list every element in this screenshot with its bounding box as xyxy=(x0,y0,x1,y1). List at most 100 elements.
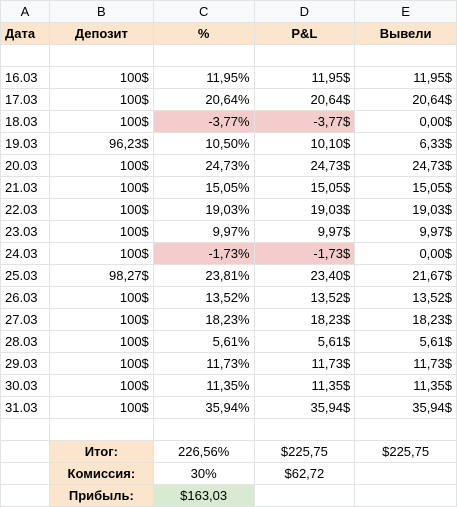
cell-withdrawn[interactable]: 5,61$ xyxy=(354,330,457,353)
cell-withdrawn[interactable]: 11,95$ xyxy=(354,66,457,89)
cell-deposit[interactable]: 100$ xyxy=(48,242,154,265)
column-header-b[interactable]: B xyxy=(48,0,154,23)
cell-date[interactable]: 25.03 xyxy=(0,264,50,287)
cell-deposit[interactable]: 100$ xyxy=(48,286,154,309)
column-header-d[interactable]: D xyxy=(253,0,356,23)
commission-percent[interactable]: 30% xyxy=(152,462,255,485)
cell-deposit[interactable]: 100$ xyxy=(48,198,154,221)
cell-pnl[interactable]: 9,97$ xyxy=(253,220,356,243)
cell-withdrawn[interactable]: 13,52$ xyxy=(354,286,457,309)
cell-date[interactable]: 29.03 xyxy=(0,352,50,375)
cell-pnl[interactable]: 11,73$ xyxy=(253,352,356,375)
header-deposit[interactable]: Депозит xyxy=(48,22,154,45)
empty-cell[interactable] xyxy=(0,484,50,507)
cell-date[interactable]: 28.03 xyxy=(0,330,50,353)
empty-cell[interactable] xyxy=(354,44,457,67)
empty-cell[interactable] xyxy=(354,484,457,507)
empty-cell[interactable] xyxy=(354,418,457,441)
cell-deposit[interactable]: 98,27$ xyxy=(48,264,154,287)
cell-pnl[interactable]: 18,23$ xyxy=(253,308,356,331)
cell-withdrawn[interactable]: 20,64$ xyxy=(354,88,457,111)
cell-withdrawn[interactable]: 11,73$ xyxy=(354,352,457,375)
total-withdrawn[interactable]: $225,75 xyxy=(354,440,457,463)
cell-withdrawn[interactable]: 24,73$ xyxy=(354,154,457,177)
cell-pnl[interactable]: 19,03$ xyxy=(253,198,356,221)
cell-date[interactable]: 19.03 xyxy=(0,132,50,155)
empty-cell[interactable] xyxy=(0,462,50,485)
cell-percent[interactable]: 19,03% xyxy=(152,198,255,221)
cell-pnl[interactable]: 10,10$ xyxy=(253,132,356,155)
cell-deposit[interactable]: 100$ xyxy=(48,110,154,133)
cell-deposit[interactable]: 96,23$ xyxy=(48,132,154,155)
cell-withdrawn[interactable]: 21,67$ xyxy=(354,264,457,287)
empty-cell[interactable] xyxy=(253,44,356,67)
empty-cell[interactable] xyxy=(354,462,457,485)
cell-percent[interactable]: 9,97% xyxy=(152,220,255,243)
cell-deposit[interactable]: 100$ xyxy=(48,176,154,199)
cell-date[interactable]: 20.03 xyxy=(0,154,50,177)
cell-date[interactable]: 30.03 xyxy=(0,374,50,397)
empty-cell[interactable] xyxy=(152,44,255,67)
cell-deposit[interactable]: 100$ xyxy=(48,352,154,375)
cell-deposit[interactable]: 100$ xyxy=(48,396,154,419)
header-percent[interactable]: % xyxy=(152,22,255,45)
cell-deposit[interactable]: 100$ xyxy=(48,220,154,243)
cell-pnl[interactable]: 23,40$ xyxy=(253,264,356,287)
empty-cell[interactable] xyxy=(0,44,50,67)
cell-withdrawn[interactable]: 11,35$ xyxy=(354,374,457,397)
cell-percent[interactable]: 11,73% xyxy=(152,352,255,375)
cell-percent[interactable]: 35,94% xyxy=(152,396,255,419)
cell-withdrawn[interactable]: 9,97$ xyxy=(354,220,457,243)
cell-percent[interactable]: -1,73% xyxy=(152,242,255,265)
cell-withdrawn[interactable]: 0,00$ xyxy=(354,110,457,133)
cell-deposit[interactable]: 100$ xyxy=(48,308,154,331)
column-header-a[interactable]: A xyxy=(0,0,50,23)
cell-withdrawn[interactable]: 15,05$ xyxy=(354,176,457,199)
cell-percent[interactable]: 5,61% xyxy=(152,330,255,353)
cell-deposit[interactable]: 100$ xyxy=(48,330,154,353)
cell-withdrawn[interactable]: 6,33$ xyxy=(354,132,457,155)
cell-date[interactable]: 16.03 xyxy=(0,66,50,89)
cell-pnl[interactable]: 11,95$ xyxy=(253,66,356,89)
cell-deposit[interactable]: 100$ xyxy=(48,374,154,397)
cell-percent[interactable]: 15,05% xyxy=(152,176,255,199)
header-date[interactable]: Дата xyxy=(0,22,50,45)
cell-date[interactable]: 21.03 xyxy=(0,176,50,199)
cell-date[interactable]: 27.03 xyxy=(0,308,50,331)
commission-label[interactable]: Комиссия: xyxy=(48,462,154,485)
cell-withdrawn[interactable]: 35,94$ xyxy=(354,396,457,419)
cell-pnl[interactable]: 11,35$ xyxy=(253,374,356,397)
cell-date[interactable]: 17.03 xyxy=(0,88,50,111)
empty-cell[interactable] xyxy=(253,484,356,507)
header-withdrawn[interactable]: Вывели xyxy=(354,22,457,45)
column-header-c[interactable]: C xyxy=(152,0,255,23)
cell-percent[interactable]: 18,23% xyxy=(152,308,255,331)
empty-cell[interactable] xyxy=(48,418,154,441)
cell-pnl[interactable]: 24,73$ xyxy=(253,154,356,177)
cell-percent[interactable]: 23,81% xyxy=(152,264,255,287)
cell-pnl[interactable]: 5,61$ xyxy=(253,330,356,353)
empty-cell[interactable] xyxy=(152,418,255,441)
cell-pnl[interactable]: -1,73$ xyxy=(253,242,356,265)
cell-percent[interactable]: 13,52% xyxy=(152,286,255,309)
total-pnl[interactable]: $225,75 xyxy=(253,440,356,463)
cell-percent[interactable]: 20,64% xyxy=(152,88,255,111)
cell-deposit[interactable]: 100$ xyxy=(48,88,154,111)
total-percent[interactable]: 226,56% xyxy=(152,440,255,463)
commission-value[interactable]: $62,72 xyxy=(253,462,356,485)
cell-date[interactable]: 22.03 xyxy=(0,198,50,221)
cell-pnl[interactable]: 20,64$ xyxy=(253,88,356,111)
cell-withdrawn[interactable]: 18,23$ xyxy=(354,308,457,331)
cell-pnl[interactable]: -3,77$ xyxy=(253,110,356,133)
cell-date[interactable]: 26.03 xyxy=(0,286,50,309)
cell-pnl[interactable]: 15,05$ xyxy=(253,176,356,199)
cell-percent[interactable]: 11,95% xyxy=(152,66,255,89)
cell-date[interactable]: 24.03 xyxy=(0,242,50,265)
cell-withdrawn[interactable]: 0,00$ xyxy=(354,242,457,265)
cell-withdrawn[interactable]: 19,03$ xyxy=(354,198,457,221)
empty-cell[interactable] xyxy=(48,44,154,67)
empty-cell[interactable] xyxy=(253,418,356,441)
cell-deposit[interactable]: 100$ xyxy=(48,154,154,177)
column-header-e[interactable]: E xyxy=(354,0,457,23)
cell-percent[interactable]: -3,77% xyxy=(152,110,255,133)
